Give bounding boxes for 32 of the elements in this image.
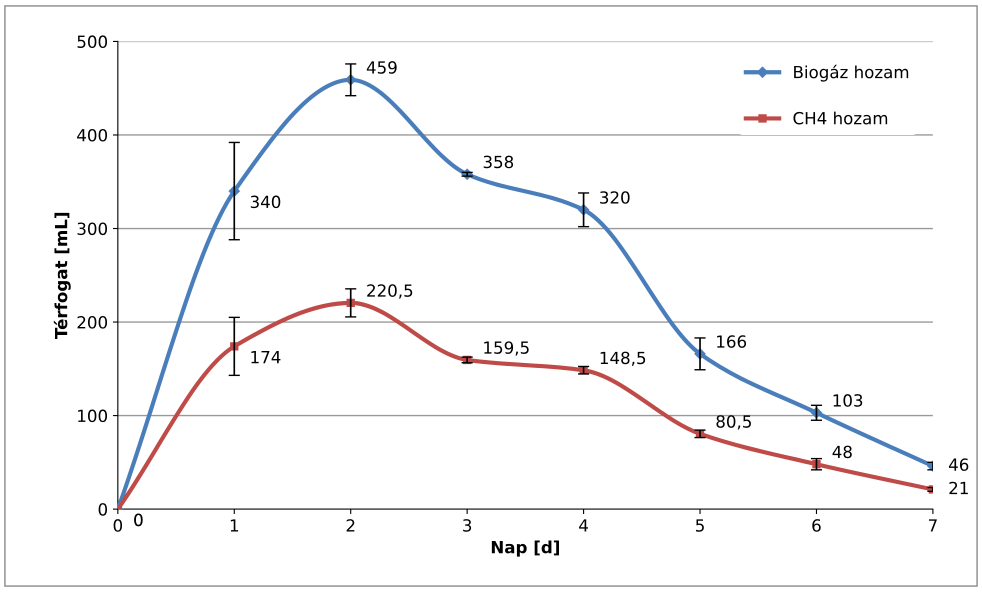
y-tick-label: 500 (78, 35, 108, 48)
y-tick-label: 0 (98, 503, 108, 516)
data-label: 159,5 (484, 341, 529, 356)
data-label: 103 (834, 394, 862, 407)
data-label: 340 (250, 196, 280, 208)
legend-label: CH4 hozam (793, 112, 888, 124)
x-tick-label: 4 (579, 519, 588, 532)
y-axis-title: Térfogat [mL] (54, 212, 71, 339)
data-label: 80,5 (716, 415, 751, 430)
x-tick-label: 0 (114, 519, 122, 532)
y-tick-label: 300 (78, 222, 108, 236)
data-label: 320 (600, 191, 630, 204)
data-label: 358 (484, 156, 514, 168)
x-tick-label: 2 (346, 519, 354, 532)
data-label: 46 (948, 458, 968, 471)
data-label: 459 (366, 61, 397, 74)
x-tick-label: 3 (463, 519, 472, 532)
x-axis-title: Nap [d] (492, 540, 559, 557)
legend-label: Biogáz hozam (794, 64, 908, 82)
data-label: 21 (949, 482, 968, 494)
y-tick-label: 100 (78, 410, 108, 422)
x-tick-label: 5 (696, 519, 704, 532)
data-label: 48 (832, 446, 852, 458)
x-tick-label: 6 (812, 519, 821, 532)
x-tick-label: 7 (928, 519, 937, 532)
y-tick-label: 200 (78, 316, 108, 329)
data-label: 166 (717, 335, 746, 348)
y-tick-label: 400 (77, 128, 108, 142)
data-label: 174 (251, 351, 280, 364)
data-label: 220,5 (367, 284, 412, 299)
data-label: 148,5 (600, 352, 646, 366)
x-tick-label: 1 (230, 519, 238, 532)
